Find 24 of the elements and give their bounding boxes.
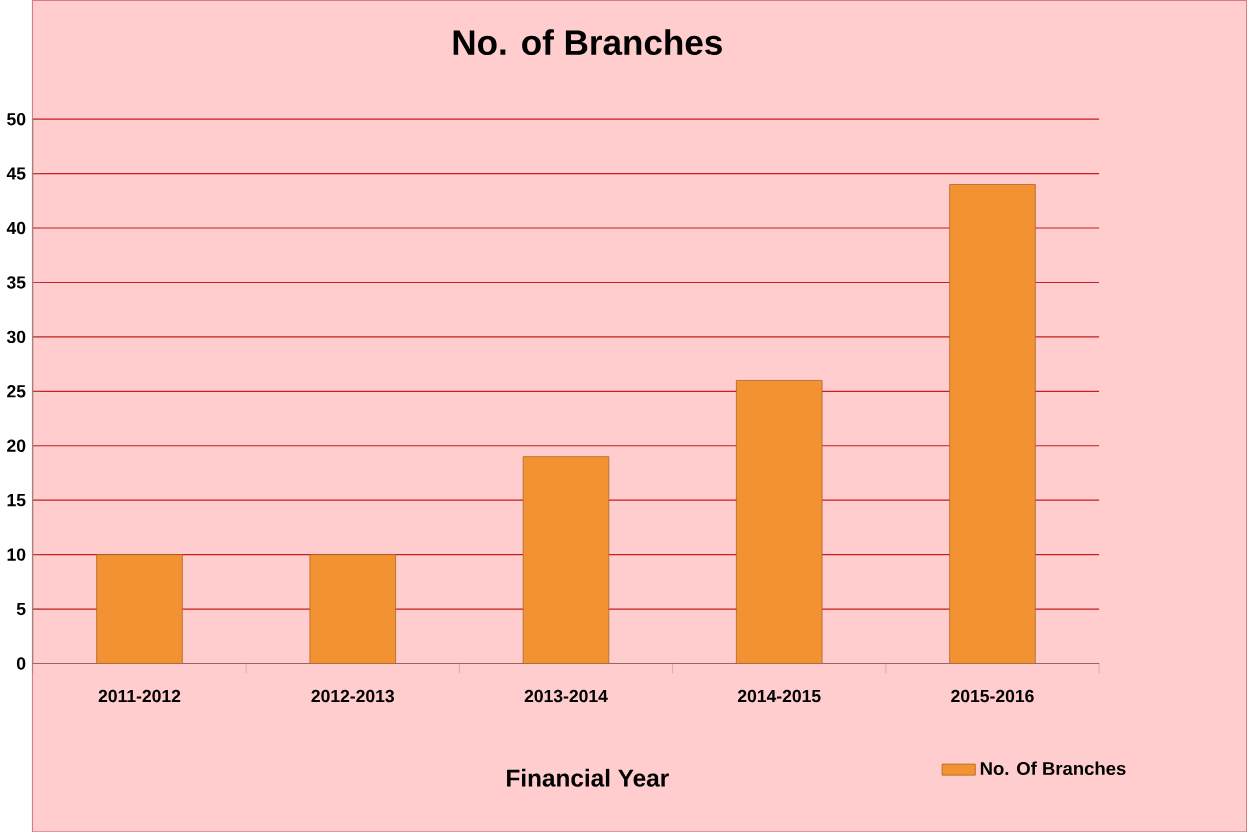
y-tick-label: 5 xyxy=(16,602,26,616)
bar xyxy=(736,379,823,664)
x-tick-label: 2012-2013 xyxy=(311,689,394,703)
legend-label: No. Of Branches xyxy=(980,761,1126,775)
x-axis-title: Financial Year xyxy=(507,768,669,787)
bar xyxy=(96,554,183,664)
y-tick-label: 35 xyxy=(6,276,26,289)
bar xyxy=(309,554,396,664)
x-tick-label: 2013-2014 xyxy=(524,689,608,703)
y-tick-label: 45 xyxy=(6,167,26,180)
x-tick-label: 2015-2016 xyxy=(951,689,1034,703)
bar xyxy=(522,456,610,664)
y-tick-label: 0 xyxy=(16,657,26,670)
y-tick-label: 10 xyxy=(7,548,26,561)
y-tick-label: 25 xyxy=(7,384,26,398)
y-tick-label: 15 xyxy=(7,493,26,507)
y-tick-label: 20 xyxy=(7,439,26,452)
chart-title: No. of Branches xyxy=(453,29,722,55)
x-tick-label: 2014-2015 xyxy=(737,689,821,703)
y-tick-label: 40 xyxy=(6,221,26,235)
bar xyxy=(949,183,1036,664)
y-tick-label: 50 xyxy=(7,112,26,126)
y-tick-label: 30 xyxy=(6,330,26,343)
x-tick-label: 2011-2012 xyxy=(98,689,181,703)
